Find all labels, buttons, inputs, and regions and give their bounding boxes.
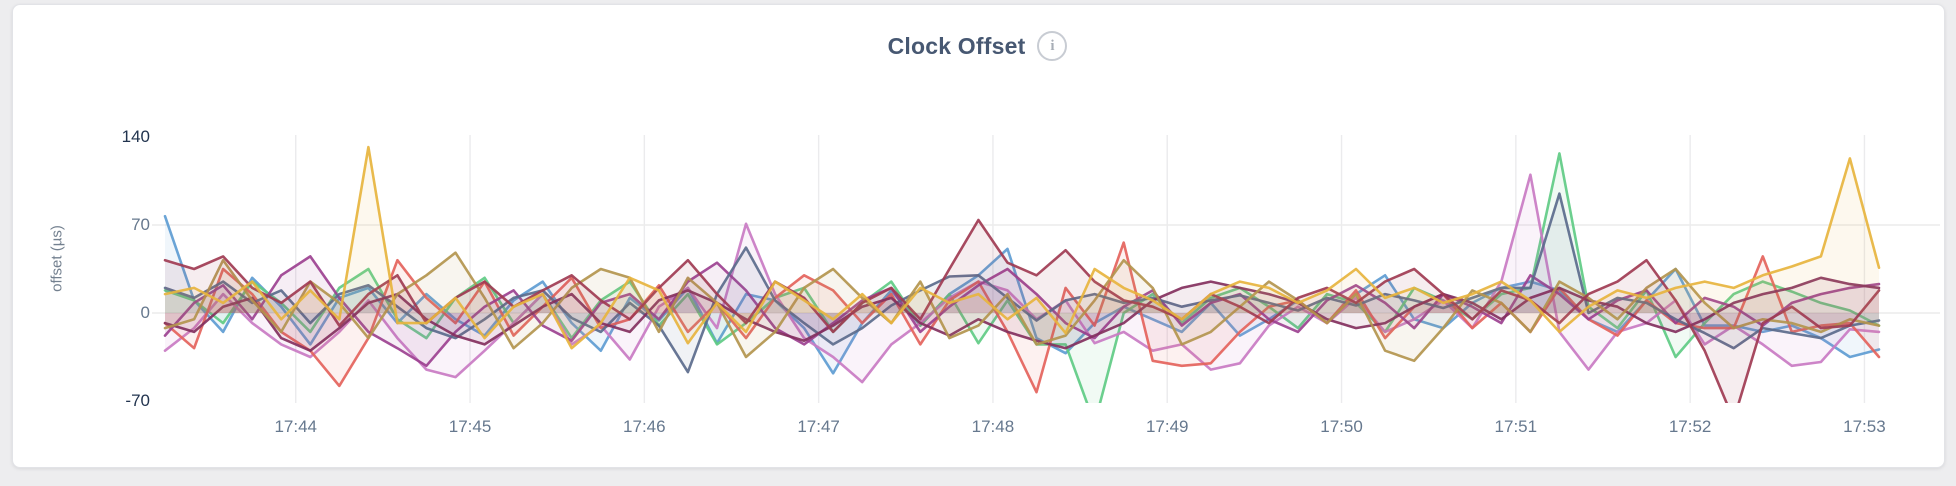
y-tick-label: -70 <box>125 390 150 410</box>
x-tick-label: 17:52 <box>1668 417 1712 436</box>
x-tick-label: 17:45 <box>448 417 492 436</box>
x-tick-label: 17:44 <box>274 417 317 436</box>
x-tick-label: 17:48 <box>971 417 1015 436</box>
y-axis-label: offset (µs) <box>48 225 66 292</box>
x-tick-label: 17:49 <box>1145 417 1189 436</box>
x-tick-label: 17:53 <box>1843 417 1886 436</box>
x-tick-label: 17:50 <box>1320 417 1363 436</box>
y-tick-label: 0 <box>140 303 150 322</box>
y-tick-label: 70 <box>131 215 150 234</box>
chart-header: Clock Offset i <box>12 26 1943 66</box>
x-tick-label: 17:46 <box>623 417 666 436</box>
y-tick-label: 140 <box>121 127 150 147</box>
chart-plot-area[interactable] <box>165 100 1880 403</box>
x-tick-label: 17:51 <box>1494 417 1538 436</box>
chart-title: Clock Offset <box>887 32 1026 59</box>
info-icon[interactable]: i <box>1037 31 1068 61</box>
x-tick-label: 17:47 <box>797 417 840 436</box>
